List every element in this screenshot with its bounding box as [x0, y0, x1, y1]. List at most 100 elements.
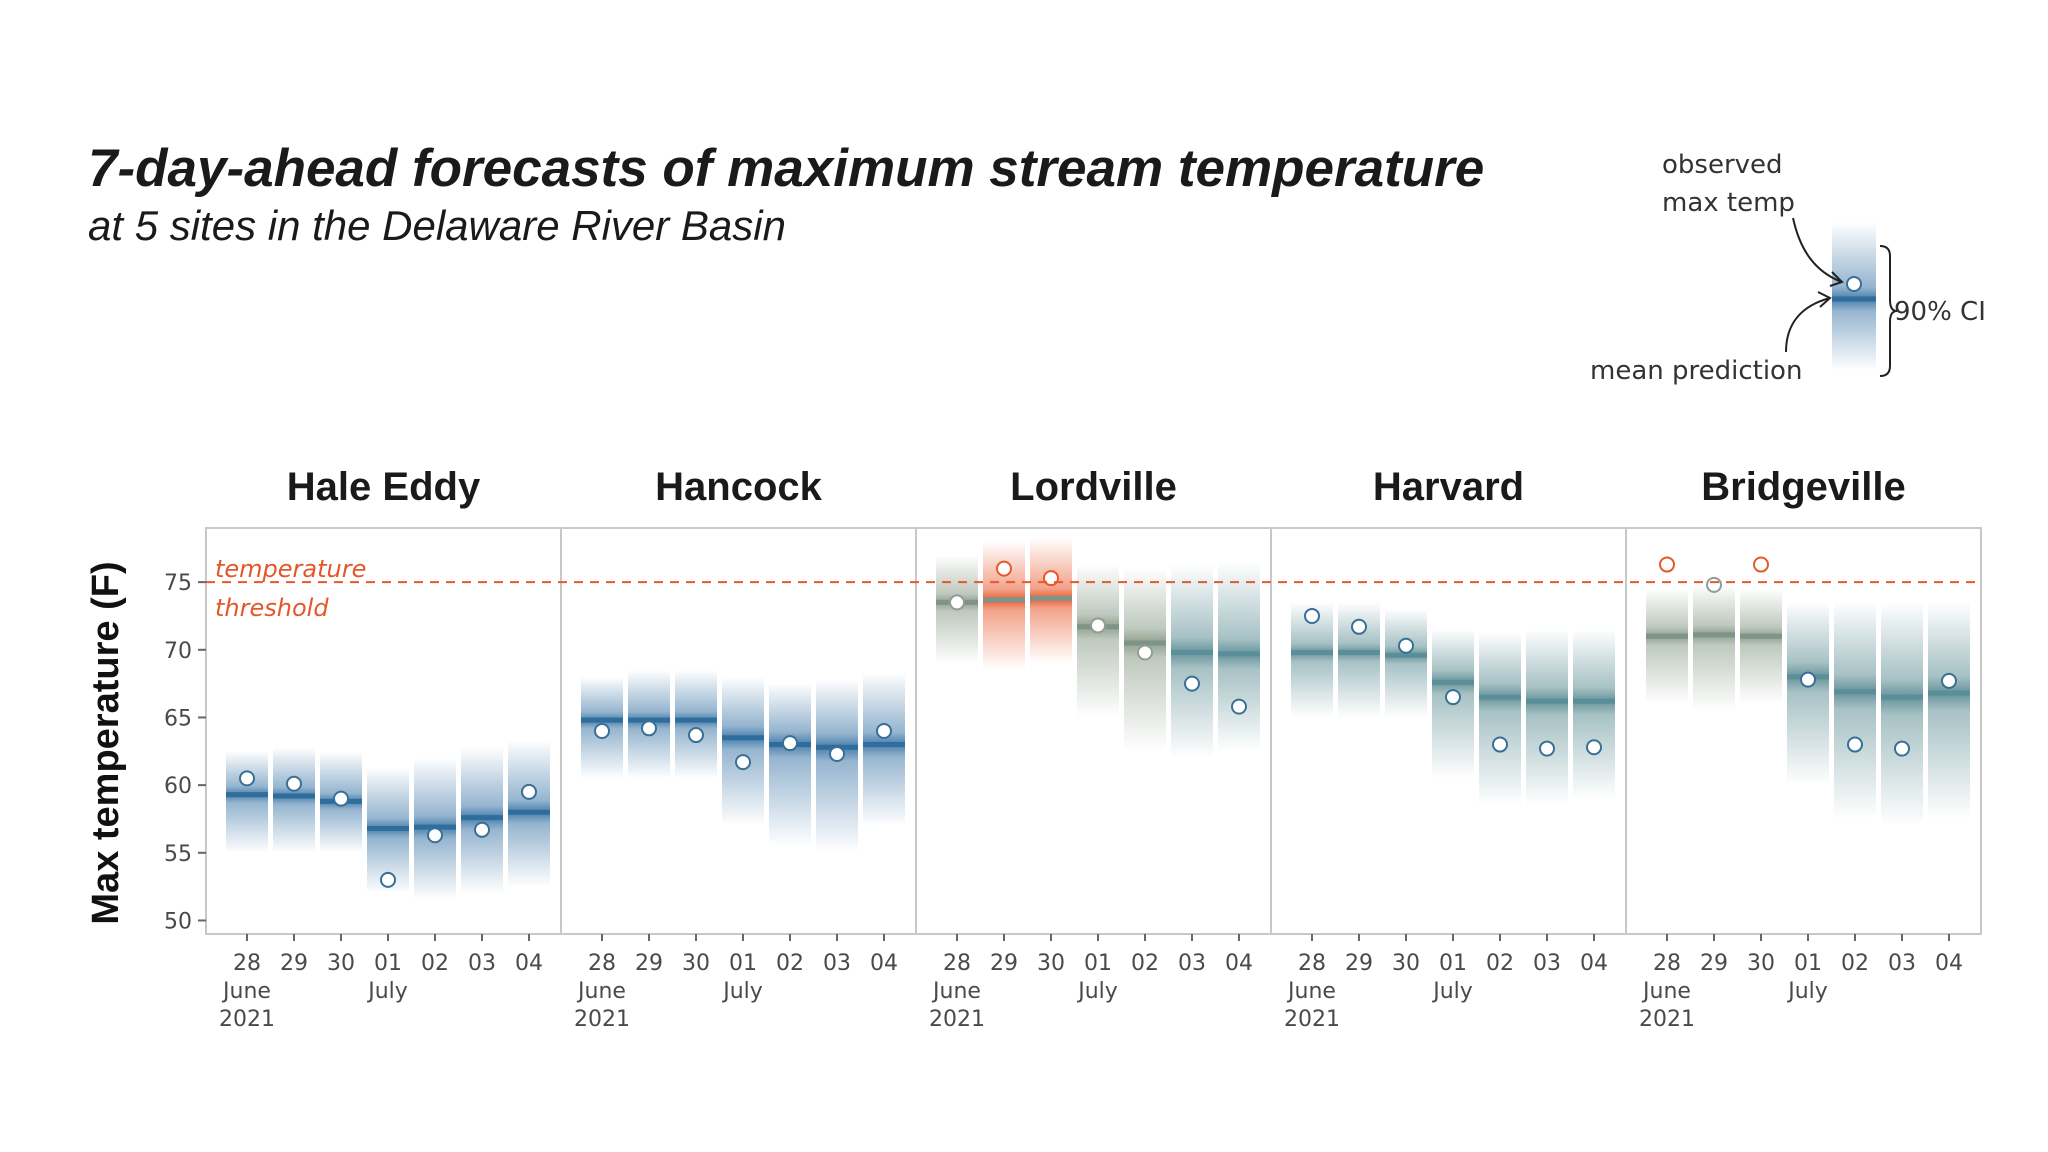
x-tick-label: 03: [1533, 951, 1561, 976]
site-panel-harvard: Harvard 28 29 30 01 02 03 04 June July 2021: [1270, 465, 1627, 1032]
x-tick-label: 29: [635, 951, 663, 976]
observed-marker: [1398, 637, 1414, 654]
site-title: Lordville: [1010, 465, 1177, 509]
ci-band: [769, 683, 811, 847]
x-tick-label: 01: [729, 951, 757, 976]
x-year-label: 2021: [1639, 1007, 1695, 1032]
site-title: Bridgeville: [1701, 465, 1906, 509]
ci-band: [1834, 602, 1876, 819]
ci-band: [1646, 588, 1688, 704]
observed-marker: [594, 723, 610, 739]
x-year-label: 2021: [1284, 1007, 1340, 1032]
threshold-label-line2: threshold: [215, 594, 329, 622]
x-tick-label: 30: [682, 951, 710, 976]
ci-band: [863, 672, 905, 826]
observed-marker: [427, 827, 443, 844]
x-year-label: 2021: [219, 1007, 275, 1032]
ci-band: [1385, 609, 1427, 718]
ci-band: [1171, 564, 1213, 759]
site-panel-bridgeville: Bridgeville 28 29 30 01 02 03 04 June July 2021: [1625, 465, 1982, 1032]
ci-band: [816, 679, 858, 853]
ci-band: [722, 676, 764, 826]
chart-subtitle: at 5 sites in the Delaware River Basin: [88, 202, 786, 249]
observed-marker: [1184, 675, 1200, 692]
x-tick-label: 02: [776, 951, 804, 976]
x-tick-label: 03: [1888, 951, 1916, 976]
y-tick-label: 70: [164, 639, 192, 664]
legend-mean-arrowhead: [1817, 291, 1832, 308]
observed-marker: [1753, 556, 1769, 573]
observed-marker: [474, 821, 490, 838]
observed-marker: [949, 594, 965, 611]
site-title: Harvard: [1373, 465, 1524, 509]
observed-marker: [1800, 671, 1816, 688]
legend-observed-marker: [1846, 276, 1862, 292]
observed-marker: [521, 783, 537, 800]
legend-observed-label-line1: observed: [1662, 150, 1783, 180]
site-panel-lordville: Lordville 28 29 30 01 02 03 04 June July 2021: [915, 465, 1272, 1032]
x-month-label: July: [366, 979, 408, 1004]
site-title: Hancock: [655, 465, 822, 509]
observed-marker: [1090, 617, 1106, 634]
x-tick-label: 28: [1298, 951, 1326, 976]
ci-band: [1526, 629, 1568, 806]
legend-observed-arrowhead: [1829, 271, 1844, 287]
observed-marker: [1847, 736, 1863, 753]
x-month-label: July: [1786, 979, 1828, 1004]
x-tick-label: 03: [468, 951, 496, 976]
panel-frame: [1625, 527, 1982, 935]
x-tick-label: 30: [327, 951, 355, 976]
legend-observed-label-line2: max temp: [1662, 188, 1795, 218]
ci-band: [273, 747, 315, 853]
observed-marker: [1894, 740, 1910, 757]
ci-band: [1573, 629, 1615, 799]
ci-band: [1881, 602, 1923, 826]
ci-band: [1928, 602, 1970, 819]
x-tick-label: 29: [1345, 951, 1373, 976]
ci-band: [1218, 561, 1260, 752]
x-month-label: July: [721, 979, 763, 1004]
observed-marker: [286, 775, 302, 792]
x-tick-label: 28: [943, 951, 971, 976]
y-tick-label: 65: [164, 706, 192, 731]
observed-marker: [239, 770, 255, 787]
ci-band: [1077, 564, 1119, 718]
ci-band: [1479, 632, 1521, 806]
observed-marker: [1539, 740, 1555, 757]
observed-marker: [1941, 672, 1957, 689]
observed-marker: [1304, 607, 1320, 624]
ci-band: [1787, 602, 1829, 786]
site-panel-hancock: Hancock 28 29 30 01 02 03 04 June July 2021: [560, 465, 917, 1032]
x-month-label: July: [1431, 979, 1473, 1004]
y-tick-label: 55: [164, 842, 192, 867]
site-panels: Hale Eddy 28 29 30 01 02 03 04 June July 2021 Hanco…: [205, 465, 1982, 1032]
x-tick-label: 02: [1486, 951, 1514, 976]
x-tick-label: 04: [1580, 951, 1608, 976]
observed-marker: [1492, 736, 1508, 753]
site-panel-hale-eddy: Hale Eddy 28 29 30 01 02 03 04 June July 2021: [205, 465, 562, 1032]
x-tick-label: 02: [1841, 951, 1869, 976]
x-month-label: June: [1641, 979, 1691, 1004]
x-tick-label: 30: [1392, 951, 1420, 976]
site-title: Hale Eddy: [287, 465, 481, 509]
observed-marker: [688, 727, 704, 744]
x-month-label: June: [931, 979, 981, 1004]
observed-marker: [380, 871, 396, 888]
legend-ci-label: 90% CI: [1894, 297, 1986, 327]
x-tick-label: 30: [1747, 951, 1775, 976]
ci-band: [675, 670, 717, 779]
x-tick-label: 01: [1084, 951, 1112, 976]
ci-band: [1693, 584, 1735, 711]
x-tick-label: 29: [990, 951, 1018, 976]
x-tick-label: 04: [1225, 951, 1253, 976]
x-month-label: June: [576, 979, 626, 1004]
x-tick-label: 30: [1037, 951, 1065, 976]
x-tick-label: 02: [421, 951, 449, 976]
observed-marker: [1445, 689, 1461, 706]
x-tick-label: 03: [1178, 951, 1206, 976]
observed-marker: [829, 746, 845, 763]
x-year-label: 2021: [929, 1007, 985, 1032]
y-tick-label: 75: [164, 571, 192, 596]
threshold-layer: temperature threshold: [206, 555, 1981, 622]
x-month-label: June: [1286, 979, 1336, 1004]
